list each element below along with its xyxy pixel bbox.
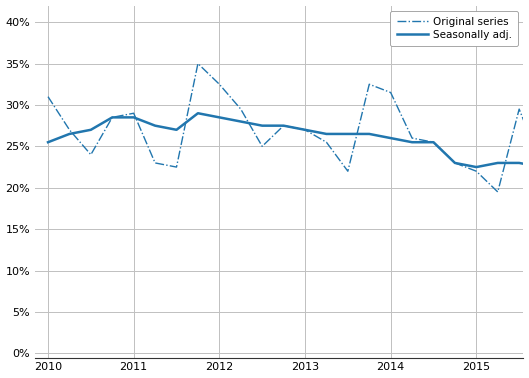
- Original series: [45, 94, 51, 99]
- Original series: [280, 123, 287, 128]
- Line: Seasonally adj.: Seasonally adj.: [48, 113, 529, 188]
- Seasonally adj.: [131, 115, 137, 120]
- Seasonally adj.: [516, 161, 522, 165]
- Seasonally adj.: [195, 111, 201, 116]
- Original series: [516, 107, 522, 112]
- Original series: [495, 190, 501, 194]
- Seasonally adj.: [152, 123, 158, 128]
- Original series: [66, 127, 72, 132]
- Original series: [388, 90, 394, 95]
- Original series: [323, 140, 330, 144]
- Seasonally adj.: [280, 123, 287, 128]
- Original series: [109, 115, 115, 120]
- Seasonally adj.: [238, 119, 244, 124]
- Seasonally adj.: [45, 140, 51, 144]
- Seasonally adj.: [66, 132, 72, 136]
- Original series: [131, 111, 137, 116]
- Seasonally adj.: [430, 140, 436, 144]
- Seasonally adj.: [323, 132, 330, 136]
- Seasonally adj.: [302, 127, 308, 132]
- Seasonally adj.: [452, 161, 458, 165]
- Original series: [473, 169, 479, 174]
- Seasonally adj.: [345, 132, 351, 136]
- Original series: [238, 107, 244, 112]
- Legend: Original series, Seasonally adj.: Original series, Seasonally adj.: [390, 11, 518, 46]
- Seasonally adj.: [366, 132, 372, 136]
- Original series: [152, 161, 158, 165]
- Seasonally adj.: [259, 123, 266, 128]
- Seasonally adj.: [409, 140, 415, 144]
- Seasonally adj.: [473, 165, 479, 169]
- Line: Original series: Original series: [48, 64, 529, 204]
- Original series: [452, 161, 458, 165]
- Seasonally adj.: [109, 115, 115, 120]
- Original series: [216, 82, 223, 87]
- Original series: [430, 140, 436, 144]
- Original series: [88, 152, 94, 157]
- Original series: [345, 169, 351, 174]
- Original series: [195, 61, 201, 66]
- Original series: [174, 165, 180, 169]
- Original series: [259, 144, 266, 149]
- Original series: [366, 82, 372, 87]
- Seasonally adj.: [216, 115, 223, 120]
- Seasonally adj.: [388, 136, 394, 140]
- Original series: [302, 127, 308, 132]
- Original series: [409, 136, 415, 140]
- Seasonally adj.: [174, 127, 180, 132]
- Seasonally adj.: [88, 127, 94, 132]
- Seasonally adj.: [495, 161, 501, 165]
